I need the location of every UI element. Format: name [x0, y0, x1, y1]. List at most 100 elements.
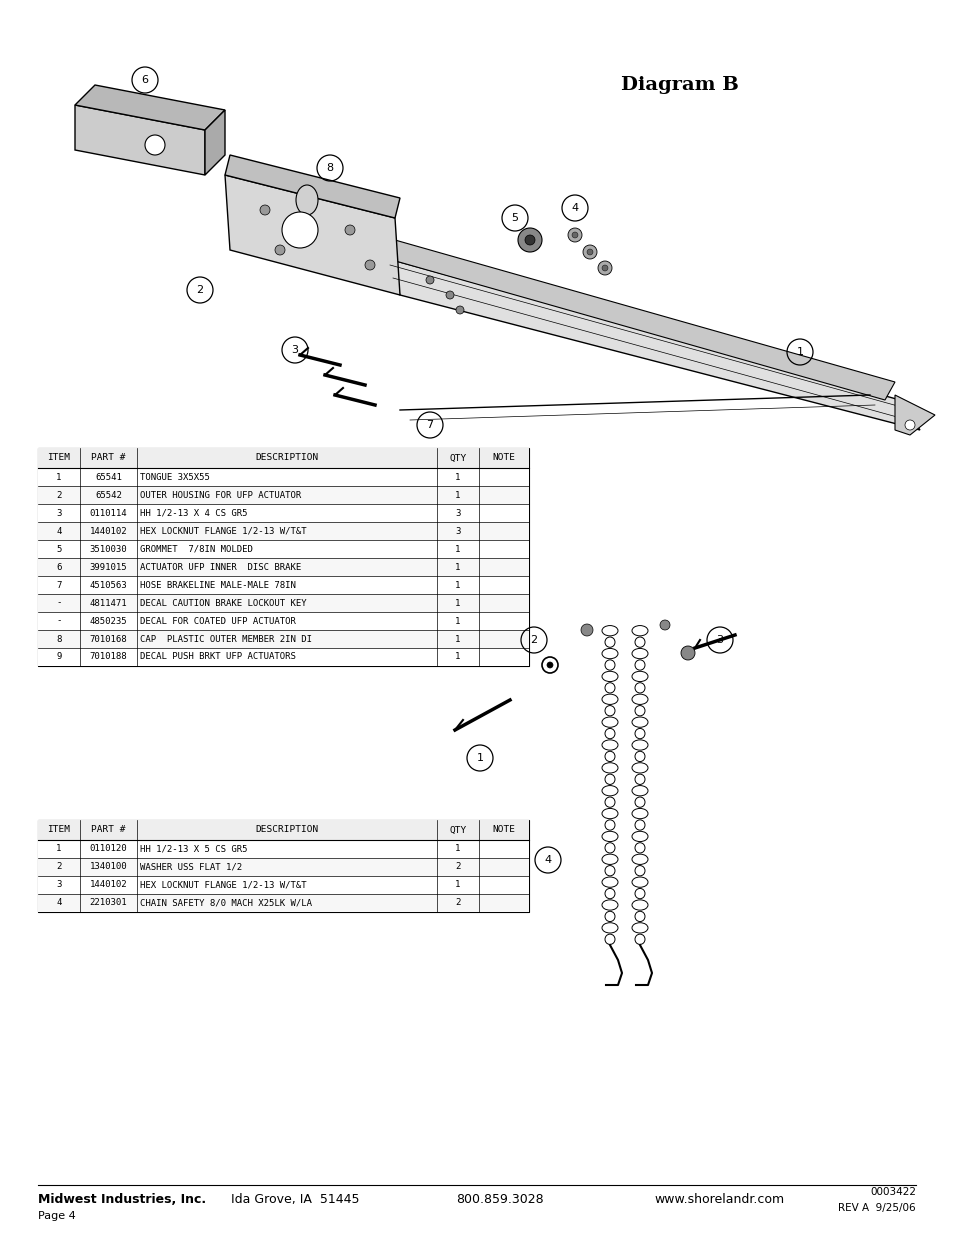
Bar — [38, 630, 529, 648]
Bar — [38, 448, 529, 666]
Circle shape — [586, 249, 593, 254]
Polygon shape — [225, 175, 399, 295]
Text: 5: 5 — [56, 545, 62, 553]
Text: 6: 6 — [141, 75, 149, 85]
Bar — [38, 840, 529, 858]
Text: 2: 2 — [196, 285, 203, 295]
Text: 3: 3 — [716, 635, 722, 645]
Text: CAP  PLASTIC OUTER MEMBER 2IN DI: CAP PLASTIC OUTER MEMBER 2IN DI — [140, 635, 312, 643]
Bar — [38, 504, 529, 522]
Circle shape — [904, 420, 914, 430]
Text: 1: 1 — [455, 490, 460, 499]
Text: 65542: 65542 — [95, 490, 122, 499]
Text: 1: 1 — [455, 580, 460, 589]
Polygon shape — [75, 85, 225, 130]
Circle shape — [598, 261, 612, 275]
Text: 3991015: 3991015 — [90, 562, 127, 572]
Circle shape — [426, 275, 434, 284]
Bar — [38, 858, 529, 876]
Text: 4811471: 4811471 — [90, 599, 127, 608]
Text: 0110114: 0110114 — [90, 509, 127, 517]
Text: 1: 1 — [455, 473, 460, 482]
Text: WASHER USS FLAT 1/2: WASHER USS FLAT 1/2 — [140, 862, 242, 872]
Text: HEX LOCKNUT FLANGE 1/2-13 W/T&T: HEX LOCKNUT FLANGE 1/2-13 W/T&T — [140, 881, 306, 889]
Text: HEX LOCKNUT FLANGE 1/2-13 W/T&T: HEX LOCKNUT FLANGE 1/2-13 W/T&T — [140, 526, 306, 536]
Text: 0110120: 0110120 — [90, 845, 127, 853]
Bar — [38, 894, 529, 911]
Bar — [38, 613, 529, 630]
Ellipse shape — [295, 185, 317, 215]
Text: 800.859.3028: 800.859.3028 — [456, 1193, 543, 1207]
Text: ITEM: ITEM — [48, 825, 71, 835]
Text: 1: 1 — [455, 652, 460, 662]
Text: 1440102: 1440102 — [90, 881, 127, 889]
Text: DECAL CAUTION BRAKE LOCKOUT KEY: DECAL CAUTION BRAKE LOCKOUT KEY — [140, 599, 306, 608]
Circle shape — [659, 620, 669, 630]
Bar — [38, 576, 529, 594]
Text: QTY: QTY — [449, 453, 466, 462]
Circle shape — [446, 291, 454, 299]
Circle shape — [456, 306, 463, 314]
Text: www.shorelandr.com: www.shorelandr.com — [655, 1193, 784, 1207]
Bar — [38, 820, 529, 911]
Text: 2: 2 — [56, 490, 62, 499]
Bar — [38, 448, 529, 468]
Text: 2: 2 — [455, 899, 460, 908]
Text: 0003422: 0003422 — [869, 1187, 915, 1197]
Bar — [38, 540, 529, 558]
Circle shape — [680, 646, 695, 659]
Text: 1: 1 — [455, 845, 460, 853]
Text: ITEM: ITEM — [48, 453, 71, 462]
Circle shape — [601, 266, 607, 270]
Text: 2: 2 — [530, 635, 537, 645]
Text: CHAIN SAFETY 8/0 MACH X25LK W/LA: CHAIN SAFETY 8/0 MACH X25LK W/LA — [140, 899, 312, 908]
Bar — [38, 594, 529, 613]
Text: Ida Grove, IA  51445: Ida Grove, IA 51445 — [231, 1193, 359, 1207]
Text: 8: 8 — [56, 635, 62, 643]
Text: DESCRIPTION: DESCRIPTION — [255, 453, 318, 462]
Circle shape — [145, 135, 165, 156]
Text: Midwest Industries, Inc.: Midwest Industries, Inc. — [38, 1193, 206, 1207]
Text: 1: 1 — [455, 616, 460, 625]
Circle shape — [517, 228, 541, 252]
Bar — [38, 522, 529, 540]
Text: NOTE: NOTE — [492, 825, 515, 835]
Text: 4: 4 — [56, 899, 62, 908]
Circle shape — [274, 245, 285, 254]
Text: 3: 3 — [292, 345, 298, 354]
Circle shape — [546, 662, 553, 668]
Text: 5: 5 — [511, 212, 518, 224]
Text: ACTUATOR UFP INNER  DISC BRAKE: ACTUATOR UFP INNER DISC BRAKE — [140, 562, 301, 572]
Text: 4: 4 — [56, 526, 62, 536]
Text: 1: 1 — [455, 545, 460, 553]
Text: 4850235: 4850235 — [90, 616, 127, 625]
Bar — [38, 648, 529, 666]
Text: 7: 7 — [56, 580, 62, 589]
Text: 1340100: 1340100 — [90, 862, 127, 872]
Text: 7010188: 7010188 — [90, 652, 127, 662]
Text: Diagram B: Diagram B — [620, 77, 739, 94]
Text: 3510030: 3510030 — [90, 545, 127, 553]
Circle shape — [524, 235, 535, 245]
Text: PART #: PART # — [91, 453, 126, 462]
Text: 1: 1 — [56, 473, 62, 482]
Text: 1: 1 — [455, 599, 460, 608]
Text: 7: 7 — [426, 420, 433, 430]
Polygon shape — [205, 110, 225, 175]
Text: 3: 3 — [56, 509, 62, 517]
Text: DESCRIPTION: DESCRIPTION — [255, 825, 318, 835]
Text: 1: 1 — [455, 881, 460, 889]
Text: Page 4: Page 4 — [38, 1212, 75, 1221]
Text: 4: 4 — [571, 203, 578, 212]
Circle shape — [365, 261, 375, 270]
Text: 1: 1 — [455, 562, 460, 572]
Polygon shape — [894, 395, 934, 435]
Text: 2210301: 2210301 — [90, 899, 127, 908]
Polygon shape — [293, 178, 319, 210]
Circle shape — [567, 228, 581, 242]
Circle shape — [282, 212, 317, 248]
Polygon shape — [385, 258, 919, 430]
Text: 3: 3 — [56, 881, 62, 889]
Text: 1: 1 — [455, 635, 460, 643]
Text: NOTE: NOTE — [492, 453, 515, 462]
